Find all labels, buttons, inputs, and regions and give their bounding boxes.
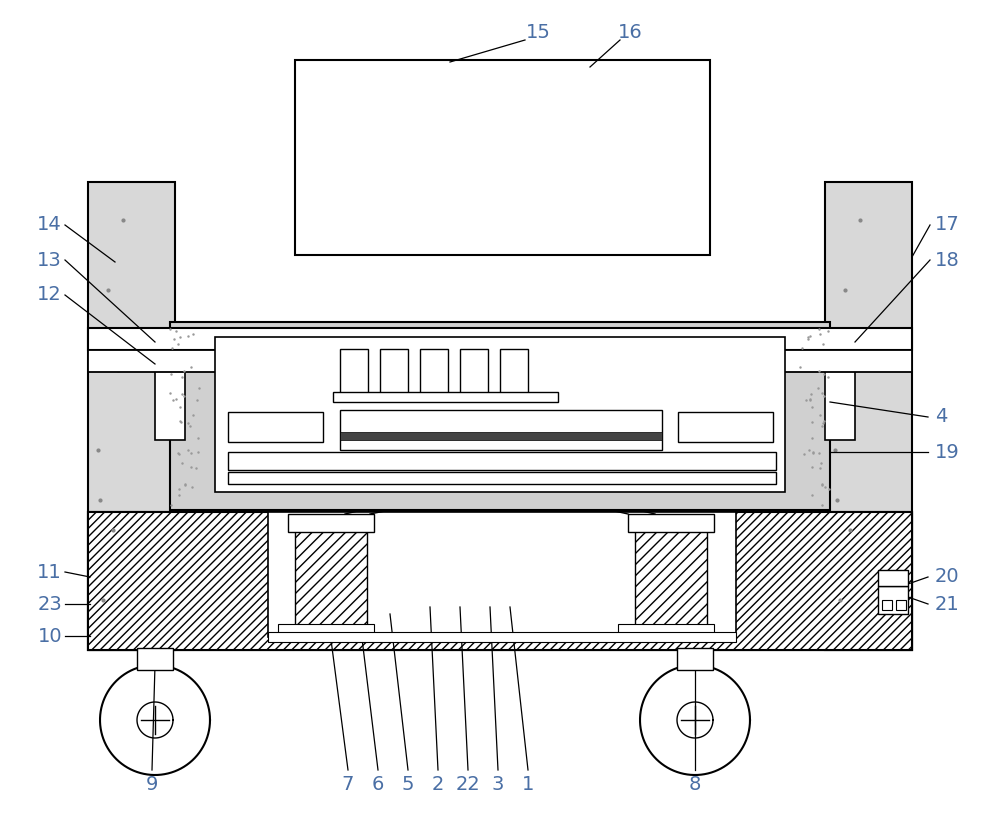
Text: 8: 8 bbox=[689, 775, 701, 794]
Bar bbox=[268, 512, 736, 637]
Text: 18: 18 bbox=[935, 250, 960, 270]
Bar bbox=[268, 632, 736, 642]
Bar bbox=[333, 392, 558, 402]
Text: 1: 1 bbox=[522, 775, 534, 794]
Bar bbox=[878, 586, 908, 614]
Text: 11: 11 bbox=[37, 562, 62, 582]
Bar bbox=[88, 512, 912, 650]
Bar bbox=[228, 452, 776, 470]
Bar bbox=[170, 322, 830, 510]
Bar bbox=[500, 349, 528, 397]
Bar bbox=[878, 570, 908, 586]
Text: 2: 2 bbox=[432, 775, 444, 794]
Bar bbox=[340, 349, 368, 397]
Bar bbox=[228, 472, 776, 484]
Bar bbox=[88, 182, 175, 650]
Bar bbox=[677, 648, 713, 670]
Text: 3: 3 bbox=[492, 775, 504, 794]
Bar bbox=[420, 349, 448, 397]
Bar bbox=[295, 525, 367, 625]
Text: 19: 19 bbox=[935, 443, 960, 462]
Bar bbox=[295, 60, 710, 255]
Bar bbox=[88, 350, 912, 372]
Bar bbox=[88, 328, 912, 350]
Text: 9: 9 bbox=[146, 775, 158, 794]
Text: 5: 5 bbox=[402, 775, 414, 794]
Bar bbox=[88, 512, 912, 650]
Text: 23: 23 bbox=[37, 595, 62, 613]
Text: 16: 16 bbox=[618, 22, 642, 42]
Text: 12: 12 bbox=[37, 285, 62, 305]
Bar bbox=[228, 412, 323, 442]
Bar bbox=[137, 648, 173, 670]
Bar bbox=[882, 600, 892, 610]
Bar bbox=[340, 432, 662, 440]
Bar bbox=[215, 337, 785, 492]
Bar bbox=[628, 514, 714, 532]
Text: 17: 17 bbox=[935, 215, 960, 235]
Bar bbox=[618, 624, 714, 634]
Text: 21: 21 bbox=[935, 595, 960, 613]
Text: 13: 13 bbox=[37, 250, 62, 270]
Text: 4: 4 bbox=[935, 408, 947, 427]
Bar bbox=[88, 512, 912, 650]
Text: 20: 20 bbox=[935, 567, 960, 587]
Bar bbox=[825, 350, 855, 440]
Text: 6: 6 bbox=[372, 775, 384, 794]
Bar bbox=[460, 349, 488, 397]
Bar bbox=[678, 412, 773, 442]
Bar bbox=[288, 514, 374, 532]
Bar bbox=[155, 350, 185, 440]
Text: 22: 22 bbox=[456, 775, 480, 794]
Text: 7: 7 bbox=[342, 775, 354, 794]
Text: 14: 14 bbox=[37, 215, 62, 235]
Bar bbox=[380, 349, 408, 397]
Text: 15: 15 bbox=[526, 22, 550, 42]
Bar bbox=[825, 182, 912, 650]
Bar bbox=[896, 600, 906, 610]
Bar bbox=[340, 410, 662, 450]
Bar bbox=[278, 624, 374, 634]
Text: 10: 10 bbox=[37, 626, 62, 646]
Bar bbox=[635, 525, 707, 625]
